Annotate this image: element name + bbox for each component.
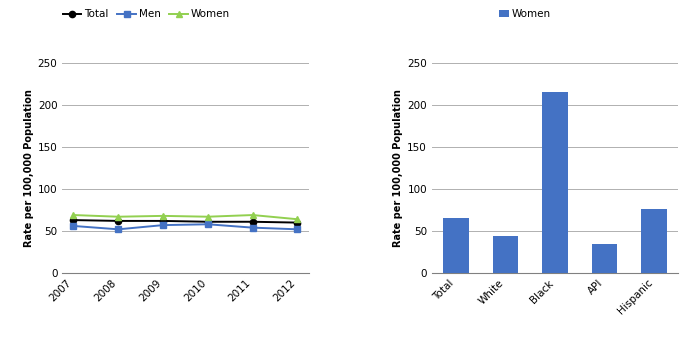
- Line: Women: Women: [71, 212, 300, 222]
- Total: [159, 219, 167, 223]
- Bar: [493, 236, 518, 273]
- Men: [293, 227, 302, 231]
- Women: [114, 215, 122, 219]
- Bar: [592, 244, 617, 273]
- Total: [248, 220, 257, 224]
- Women: [203, 215, 212, 219]
- Y-axis label: Rate per 100,000 Population: Rate per 100,000 Population: [24, 89, 33, 247]
- Total: [114, 219, 122, 223]
- Legend: Total, Men, Women: Total, Men, Women: [62, 9, 230, 19]
- Total: [293, 220, 302, 225]
- Line: Men: Men: [71, 221, 300, 232]
- Bar: [641, 209, 667, 273]
- Men: [203, 222, 212, 226]
- Legend: Women: Women: [499, 9, 552, 19]
- Total: [203, 220, 212, 224]
- Line: Total: Total: [71, 217, 300, 226]
- Women: [69, 213, 78, 217]
- Women: [293, 217, 302, 221]
- Bar: [443, 218, 468, 273]
- Men: [248, 225, 257, 230]
- Women: [248, 213, 257, 217]
- Total: [69, 218, 78, 222]
- Men: [159, 223, 167, 227]
- Men: [69, 224, 78, 228]
- Bar: [542, 92, 568, 273]
- Women: [159, 214, 167, 218]
- Y-axis label: Rate per 100,000 Population: Rate per 100,000 Population: [393, 89, 403, 247]
- Men: [114, 227, 122, 231]
